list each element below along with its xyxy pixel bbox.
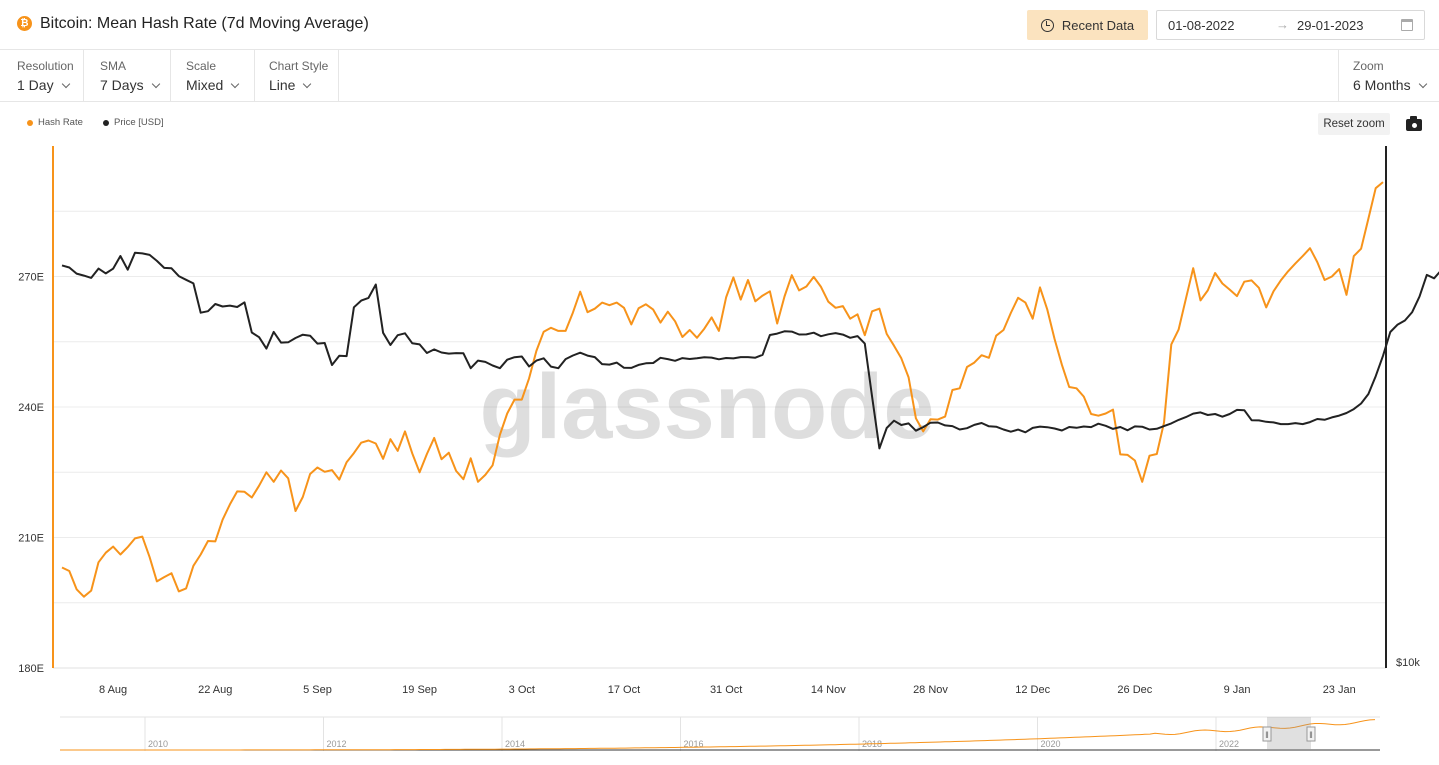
right-axis-label: $10k	[1396, 657, 1420, 669]
scale-value: Mixed	[186, 77, 240, 93]
scale-select[interactable]: Scale Mixed	[171, 50, 255, 101]
grid	[53, 210, 1386, 669]
scale-label: Scale	[186, 59, 217, 73]
x-tick-label: 14 Nov	[811, 684, 846, 696]
legend-label: Price [USD]	[114, 117, 164, 128]
date-end-field[interactable]: 29-01-2023	[1297, 18, 1364, 33]
chart-style-label: Chart Style	[269, 59, 329, 73]
x-axis-labels: 8 Aug 22 Aug 5 Sep 19 Sep 3 Oct 17 Oct 31 Oct 1…	[99, 684, 1356, 696]
recent-data-label: Recent Data	[1061, 17, 1135, 33]
legend-item-price[interactable]: Price [USD]	[103, 117, 164, 128]
zoom-label: Zoom	[1353, 59, 1384, 73]
y-tick-label: 270E	[18, 272, 44, 284]
navigator-hash-line	[60, 719, 1376, 751]
x-tick-label: 9 Jan	[1224, 684, 1251, 696]
navigator-selection[interactable]	[1267, 717, 1311, 751]
reset-zoom-button[interactable]: Reset zoom	[1318, 113, 1390, 135]
chart-style-value: Line	[269, 77, 312, 93]
navigator-year-label: 2016	[684, 739, 704, 749]
navigator-handle-right-grip: ‖	[1309, 730, 1313, 740]
date-range-picker[interactable]: 01-08-2022 → 29-01-2023	[1156, 10, 1425, 40]
chart-header: ₿ Bitcoin: Mean Hash Rate (7d Moving Ave…	[0, 0, 1439, 50]
y-tick-label: 240E	[18, 402, 44, 414]
price-line	[61, 251, 1439, 450]
navigator-year-label: 2012	[327, 739, 347, 749]
x-tick-label: 23 Jan	[1323, 684, 1356, 696]
legend-dot	[27, 119, 33, 126]
navigator[interactable]: 2010 2012 2014 2016 2018 2020 2022 ‖ ‖	[60, 716, 1380, 751]
x-tick-label: 5 Sep	[303, 684, 332, 696]
sma-select[interactable]: SMA 7 Days	[84, 50, 171, 101]
navigator-handle-left[interactable]	[1262, 726, 1272, 742]
zoom-value: 6 Months	[1353, 77, 1427, 93]
navigator-year-label: 2014	[505, 739, 525, 749]
watermark: glassnode	[479, 356, 934, 458]
legend-item-hash-rate[interactable]: Hash Rate	[27, 117, 83, 128]
x-tick-label: 22 Aug	[198, 684, 232, 696]
calendar-icon[interactable]	[1401, 19, 1413, 31]
x-tick-label: 31 Oct	[710, 684, 742, 696]
hash-rate-line	[61, 181, 1384, 598]
clock-icon	[1040, 18, 1054, 32]
sma-value: 7 Days	[100, 77, 160, 93]
x-tick-label: 12 Dec	[1015, 684, 1050, 696]
date-start-field[interactable]: 01-08-2022	[1168, 18, 1235, 33]
sma-label: SMA	[100, 59, 127, 73]
chart-style-select[interactable]: Chart Style Line	[255, 50, 339, 101]
resolution-select[interactable]: Resolution 1 Day	[0, 50, 84, 101]
navigator-year-label: 2020	[1041, 739, 1061, 749]
series-lines	[61, 181, 1439, 598]
x-tick-label: 28 Nov	[913, 684, 948, 696]
x-tick-label: 3 Oct	[509, 684, 535, 696]
navigator-year-label: 2022	[1219, 739, 1239, 749]
legend-label: Hash Rate	[38, 117, 83, 128]
navigator-handle-left-grip: ‖	[1265, 730, 1269, 740]
bitcoin-icon: ₿	[17, 16, 32, 31]
y-tick-label: 210E	[18, 533, 44, 545]
x-tick-label: 26 Dec	[1117, 684, 1152, 696]
navigator-handle-right[interactable]	[1306, 726, 1316, 742]
zoom-select[interactable]: Zoom 6 Months	[1338, 50, 1439, 101]
navigator-year-label: 2010	[148, 739, 168, 749]
navigator-grid	[60, 716, 1380, 751]
resolution-label: Resolution	[17, 59, 74, 73]
resolution-value: 1 Day	[17, 77, 70, 93]
chart-controls: Resolution 1 Day SMA 7 Days Scale Mixed …	[0, 50, 1439, 102]
left-axis-labels: 180E 210E 240E 270E	[18, 272, 44, 676]
recent-data-button[interactable]: Recent Data	[1027, 10, 1148, 40]
x-tick-label: 19 Sep	[402, 684, 437, 696]
y-tick-label: 180E	[18, 663, 44, 675]
chart-title: Bitcoin: Mean Hash Rate (7d Moving Avera…	[40, 15, 369, 32]
x-tick-label: 8 Aug	[99, 684, 127, 696]
x-tick-label: 17 Oct	[608, 684, 640, 696]
legend-dot	[103, 119, 109, 126]
arrow-right-icon: →	[1276, 17, 1289, 32]
camera-icon[interactable]	[1406, 116, 1422, 131]
